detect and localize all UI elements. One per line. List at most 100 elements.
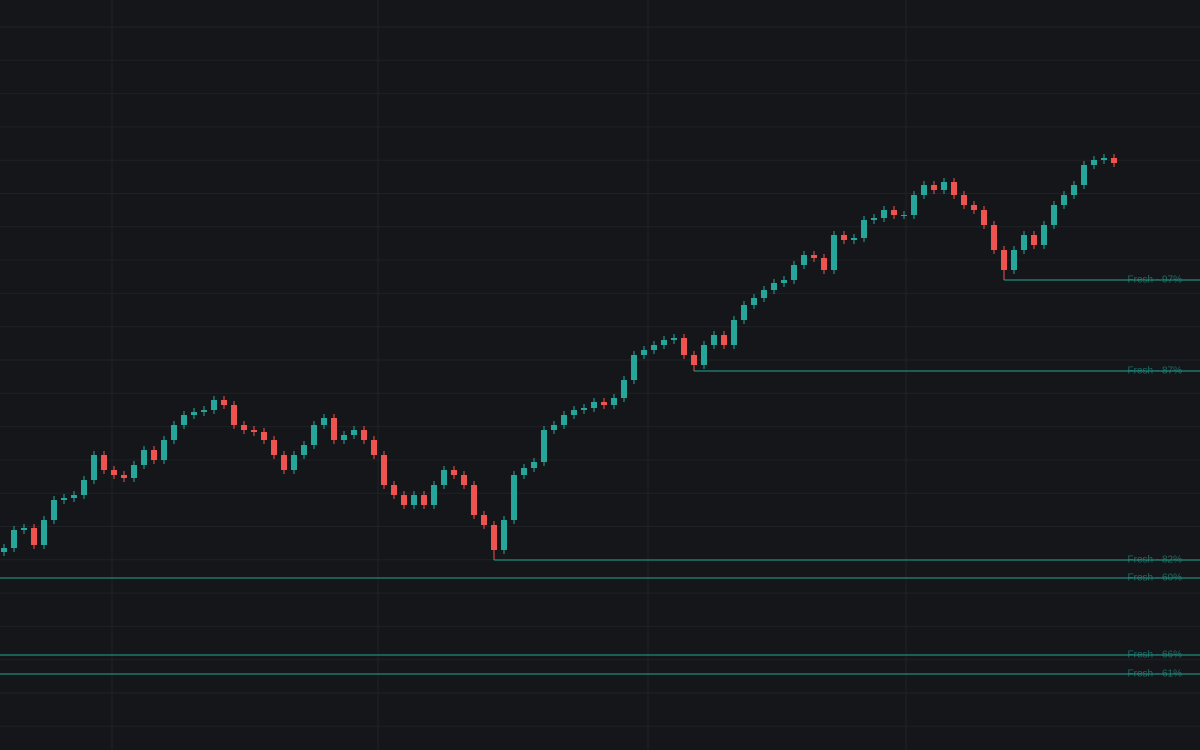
candle-body bbox=[991, 225, 997, 250]
candle-body bbox=[471, 485, 477, 515]
candle-body bbox=[821, 258, 827, 270]
candle-body bbox=[631, 355, 637, 380]
candle-body bbox=[251, 430, 257, 432]
candle-body bbox=[171, 425, 177, 440]
candle-body bbox=[151, 450, 157, 460]
candle-body bbox=[731, 320, 737, 345]
candle-body bbox=[871, 218, 877, 220]
candle-body bbox=[1071, 185, 1077, 195]
candle-body bbox=[301, 445, 307, 455]
candle-body bbox=[91, 455, 97, 480]
candle-body bbox=[31, 528, 37, 545]
candle-body bbox=[421, 495, 427, 505]
candle-body bbox=[1081, 165, 1087, 185]
candle-body bbox=[81, 480, 87, 495]
candle-body bbox=[661, 340, 667, 345]
candle-body bbox=[1051, 205, 1057, 225]
candle-body bbox=[391, 485, 397, 495]
candle-body bbox=[101, 455, 107, 470]
candle-body bbox=[571, 410, 577, 415]
candle-body bbox=[331, 418, 337, 440]
candle-body bbox=[191, 412, 197, 415]
candle-body bbox=[381, 455, 387, 485]
candle-body bbox=[201, 410, 207, 412]
candle-body bbox=[281, 455, 287, 470]
candle-body bbox=[701, 345, 707, 365]
candle-body bbox=[371, 440, 377, 455]
candle-body bbox=[221, 400, 227, 405]
candle-body bbox=[911, 195, 917, 215]
candle-body bbox=[1061, 195, 1067, 205]
candle-body bbox=[351, 430, 357, 435]
candle-body bbox=[1, 548, 7, 552]
candle-body bbox=[971, 205, 977, 210]
candle-body bbox=[71, 495, 77, 498]
candle-body bbox=[21, 528, 27, 530]
level-label: Fresh - 82% bbox=[1128, 555, 1183, 566]
candle-body bbox=[541, 430, 547, 462]
candle-body bbox=[291, 455, 297, 470]
candle-body bbox=[411, 495, 417, 505]
candle-body bbox=[921, 185, 927, 195]
candle-body bbox=[51, 500, 57, 520]
candle-body bbox=[891, 210, 897, 215]
candle-body bbox=[501, 520, 507, 550]
candle-body bbox=[751, 298, 757, 305]
candle-body bbox=[671, 338, 677, 340]
candle-body bbox=[271, 440, 277, 455]
candle-body bbox=[761, 290, 767, 298]
candle-body bbox=[401, 495, 407, 505]
level-label: Fresh - 97% bbox=[1128, 275, 1183, 286]
candle-body bbox=[711, 335, 717, 345]
candle-body bbox=[1041, 225, 1047, 245]
candle-body bbox=[811, 255, 817, 258]
level-label: Fresh - 61% bbox=[1128, 669, 1183, 680]
candle-body bbox=[951, 182, 957, 195]
candle-body bbox=[511, 475, 517, 520]
candle-body bbox=[861, 220, 867, 238]
candle-body bbox=[481, 515, 487, 525]
candle-body bbox=[261, 432, 267, 440]
candle-body bbox=[41, 520, 47, 545]
candle-body bbox=[601, 402, 607, 405]
candle-body bbox=[181, 415, 187, 425]
candle-body bbox=[851, 238, 857, 240]
candle-body bbox=[491, 525, 497, 550]
candle-body bbox=[721, 335, 727, 345]
candle-body bbox=[641, 350, 647, 355]
candle-body bbox=[531, 462, 537, 468]
candle-body bbox=[581, 408, 587, 410]
candle-body bbox=[1031, 235, 1037, 245]
candle-body bbox=[881, 210, 887, 218]
candle-body bbox=[341, 435, 347, 440]
candle-body bbox=[161, 440, 167, 460]
candle-body bbox=[621, 380, 627, 398]
candle-body bbox=[1021, 235, 1027, 250]
candle-body bbox=[551, 425, 557, 430]
candle-body bbox=[1011, 250, 1017, 270]
candle-body bbox=[781, 280, 787, 283]
candle-body bbox=[611, 398, 617, 405]
candle-body bbox=[681, 338, 687, 355]
candle-body bbox=[361, 430, 367, 440]
candle-body bbox=[941, 182, 947, 190]
candle-body bbox=[771, 283, 777, 290]
candle-body bbox=[651, 345, 657, 350]
candle-body bbox=[961, 195, 967, 205]
candle-body bbox=[841, 235, 847, 240]
candle-body bbox=[131, 465, 137, 478]
candle-body bbox=[741, 305, 747, 320]
candle-body bbox=[451, 470, 457, 475]
candle-body bbox=[1111, 158, 1117, 163]
candle-body bbox=[791, 265, 797, 280]
candle-body bbox=[61, 498, 67, 500]
candle-body bbox=[11, 530, 17, 548]
candle-body bbox=[1091, 160, 1097, 165]
candle-body bbox=[311, 425, 317, 445]
candle-body bbox=[461, 475, 467, 485]
levels: Fresh - 97% Fresh - 87% Fresh - 82% Fresh -… bbox=[0, 275, 1200, 680]
